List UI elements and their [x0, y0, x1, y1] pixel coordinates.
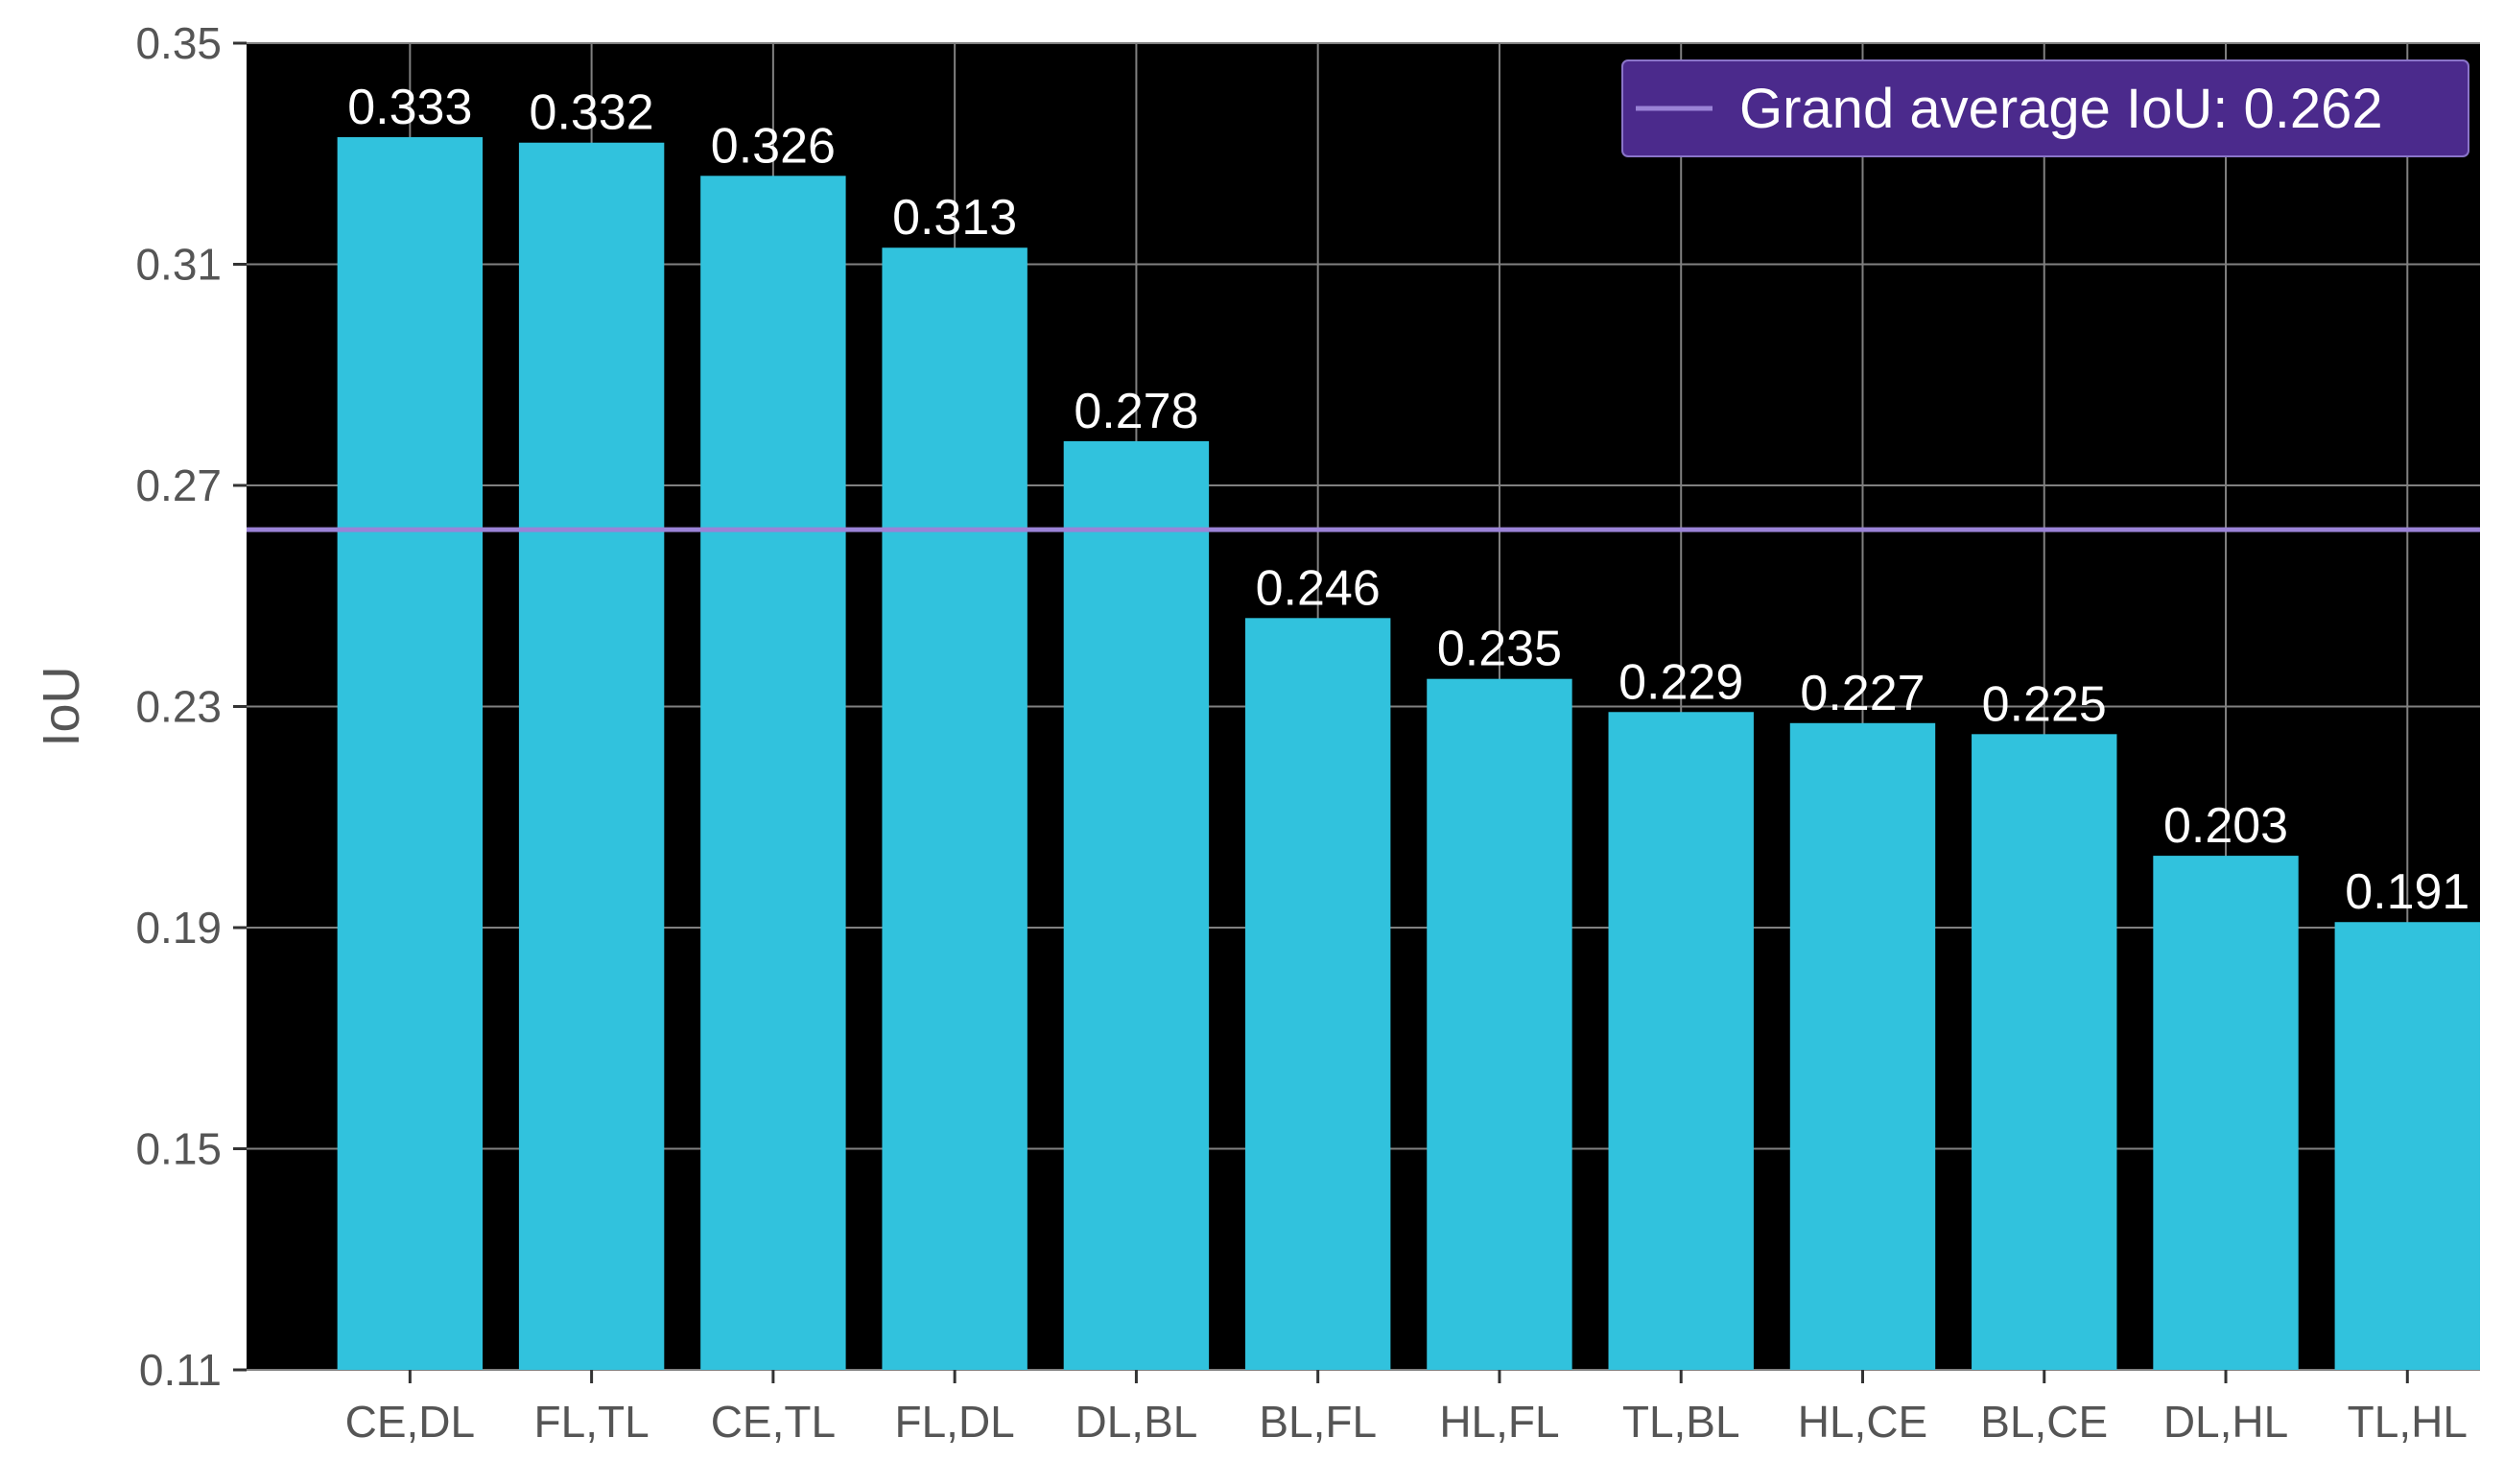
bar-hl-ce: [1789, 722, 1936, 1370]
y-tick-label: 0.19: [135, 903, 222, 953]
x-tick-label: CE,TL: [711, 1397, 836, 1447]
y-axis-label: IoU: [33, 666, 90, 746]
bar-fl-dl: [882, 247, 1028, 1370]
y-tick-label: 0.11: [139, 1345, 222, 1395]
value-label: 0.203: [2163, 798, 2288, 854]
legend: Grand average IoU: 0.262: [1621, 59, 2469, 157]
x-tick-label: CE,DL: [345, 1397, 475, 1447]
y-tick-label: 0.27: [135, 460, 222, 510]
x-tick-label: HL,FL: [1439, 1397, 1559, 1447]
value-label: 0.313: [892, 190, 1017, 246]
bar-bl-ce: [1972, 734, 2117, 1370]
bar-fl-tl: [518, 142, 665, 1371]
x-tick-label: TL,BL: [1622, 1397, 1740, 1447]
value-label: 0.332: [530, 85, 654, 141]
legend-entry: Grand average IoU: 0.262: [1739, 78, 2383, 140]
y-tick-label: 0.15: [135, 1124, 222, 1174]
bar-dl-hl: [2153, 856, 2299, 1370]
value-label: 0.326: [711, 118, 836, 174]
bar-tl-hl: [2334, 922, 2480, 1370]
bar-dl-bl: [1063, 440, 1210, 1370]
bar-hl-fl: [1427, 678, 1572, 1370]
bar-tl-bl: [1608, 712, 1754, 1370]
value-labels: 0.333 0.332 0.326 0.313 0.278 0.246 0.235 0.229…: [347, 80, 2469, 920]
value-label: 0.229: [1618, 654, 1743, 710]
value-label: 0.246: [1256, 560, 1381, 616]
bars: [337, 136, 2480, 1371]
x-tick-label: DL,BL: [1075, 1397, 1197, 1447]
value-label: 0.235: [1437, 622, 1562, 677]
value-label: 0.278: [1074, 384, 1198, 439]
x-tick-label: TL,HL: [2348, 1397, 2468, 1447]
x-tick-label: BL,CE: [1980, 1397, 2108, 1447]
x-tick-label: BL,FL: [1259, 1397, 1377, 1447]
y-tick-label: 0.23: [135, 682, 222, 732]
bar-ce-tl: [700, 176, 846, 1370]
bar-bl-fl: [1244, 618, 1391, 1370]
value-label: 0.227: [1800, 666, 1925, 721]
axes: 0.11 0.15 0.19 0.23 0.27 0.31 0.35 CE,DL FL,TL CE…: [33, 18, 2468, 1447]
x-tick-label: DL,HL: [2163, 1397, 2288, 1447]
bar-ce-dl: [337, 136, 484, 1370]
x-tick-label: HL,CE: [1798, 1397, 1927, 1447]
value-label: 0.191: [2345, 864, 2469, 920]
y-tick-label: 0.35: [135, 18, 222, 68]
legend-box: [1621, 59, 2469, 157]
value-label: 0.225: [1982, 676, 2107, 732]
y-tick-label: 0.31: [135, 240, 222, 290]
x-tick-label: FL,TL: [534, 1397, 650, 1447]
value-label: 0.333: [347, 80, 472, 135]
x-tick-label: FL,DL: [895, 1397, 1015, 1447]
